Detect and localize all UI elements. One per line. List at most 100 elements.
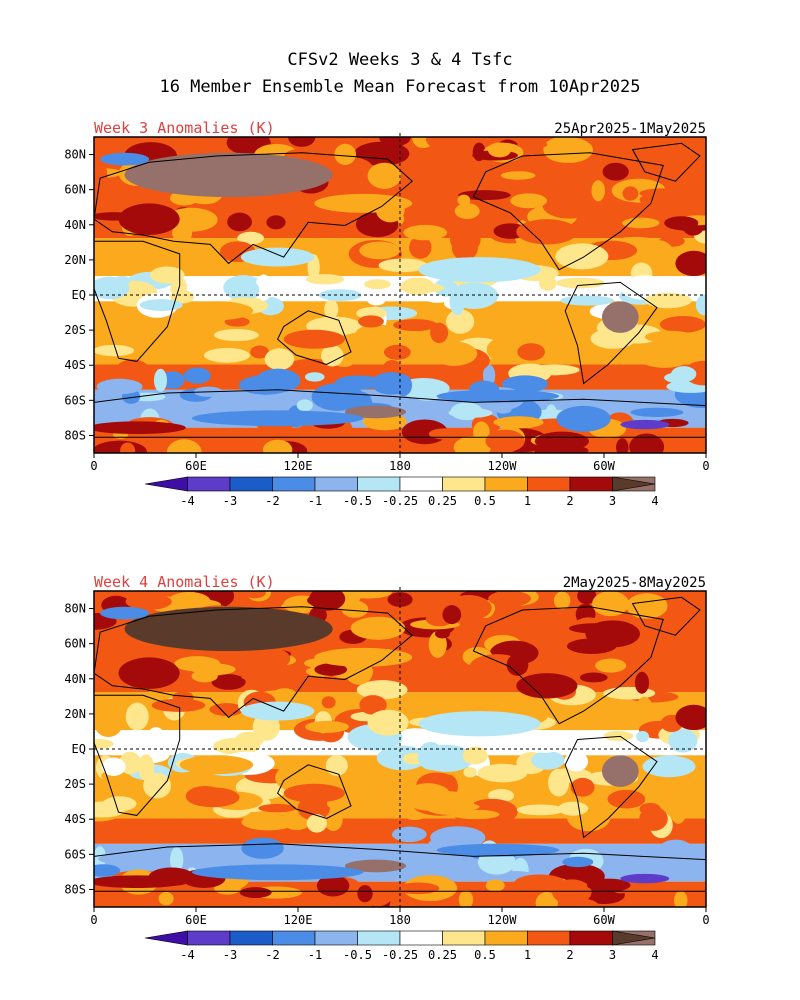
anomaly-cell — [158, 891, 174, 906]
anomaly-cell — [125, 702, 149, 731]
anomaly-field — [94, 137, 706, 453]
anomaly-hotspot — [418, 257, 541, 283]
anomaly-cell — [517, 343, 546, 361]
anomaly-cell — [379, 137, 411, 147]
week3-latitude-axis: 80N 60N 40N 20N EQ 20S 40S 60S 80S — [64, 148, 94, 442]
anomaly-cell — [243, 281, 260, 299]
lon-tick-label: 0 — [90, 913, 97, 927]
anomaly-cell — [680, 340, 706, 354]
anomaly-cell — [297, 796, 330, 821]
anomaly-cell — [425, 137, 478, 153]
colorbar-swatch — [357, 930, 401, 946]
lon-tick-label: 60W — [593, 913, 615, 927]
anomaly-cell — [255, 274, 273, 301]
colorbar-label: 2 — [566, 494, 573, 508]
anomaly-cell — [673, 890, 688, 907]
anomaly-cell — [446, 309, 475, 334]
colorbar-swatch — [442, 476, 486, 492]
anomaly-cell — [94, 864, 121, 877]
colorbar-label: 4 — [651, 948, 658, 962]
anomaly-cell — [642, 755, 696, 778]
anomaly-hotspot — [436, 843, 560, 857]
anomaly-cell — [564, 751, 589, 772]
week3-anomaly-map — [93, 133, 707, 454]
anomaly-cell — [227, 212, 252, 232]
anomaly-cell — [528, 364, 580, 376]
anomaly-cell — [323, 808, 343, 831]
colorbar-label: 4 — [651, 494, 658, 508]
colorbar-label: -1 — [308, 494, 322, 508]
anomaly-cell — [304, 372, 325, 382]
anomaly-cell — [568, 623, 625, 634]
anomaly-cell — [454, 203, 480, 220]
anomaly-hotspot — [118, 657, 180, 689]
anomaly-cell — [526, 733, 563, 753]
anomaly-hotspot — [179, 301, 254, 321]
figure-title-line-1: CFSv2 Weeks 3 & 4 Tsfc — [287, 50, 512, 70]
week4-panel: Week 4 Anomalies (K) 2May2025-8May2025 8… — [64, 573, 709, 962]
lon-tick-label: 180 — [389, 913, 411, 927]
anomaly-cell — [96, 378, 143, 395]
anomaly-cell — [562, 856, 594, 868]
anomaly-cell — [517, 140, 548, 149]
anomaly-cell — [430, 341, 478, 366]
anomaly-cell — [488, 591, 531, 607]
anomaly-hotspot — [240, 701, 315, 721]
colorbar-swatch — [357, 476, 401, 492]
anomaly-cell — [355, 324, 401, 342]
coastline — [564, 281, 658, 385]
anomaly-cell — [543, 137, 586, 163]
anomaly-hotspot — [240, 247, 315, 267]
anomaly-cell — [250, 345, 269, 359]
anomaly-cell — [403, 224, 448, 241]
anomaly-cell — [94, 179, 124, 192]
lon-tick-label: 120W — [488, 459, 518, 473]
anomaly-cell — [538, 897, 556, 907]
anomaly-cell — [657, 444, 700, 453]
anomaly-cell — [371, 372, 412, 395]
anomaly-cell — [521, 611, 544, 622]
week3-colorbar: -4 -3 -2 -1 -0.5 -0.25 0.25 0.5 1 2 3 4 — [144, 476, 659, 508]
anomaly-cell — [644, 330, 695, 343]
anomaly-cell — [531, 751, 565, 770]
anomaly-cell — [634, 671, 650, 694]
anomaly-cell — [396, 882, 440, 895]
anomaly-cell — [409, 235, 432, 259]
anomaly-cell — [553, 591, 571, 610]
lat-tick-label: EQ — [72, 742, 86, 756]
anomaly-hotspot — [118, 203, 180, 235]
anomaly-cell — [367, 709, 409, 736]
anomaly-cell — [264, 348, 295, 371]
anomaly-cell — [644, 292, 692, 309]
anomaly-cell — [98, 854, 134, 864]
anomaly-cell — [458, 890, 474, 907]
colorbar-label: -2 — [265, 494, 279, 508]
anomaly-cell — [564, 342, 580, 358]
anomaly-cell — [586, 878, 631, 892]
anomaly-hotspot — [620, 419, 670, 430]
lon-tick-label: 180 — [389, 459, 411, 473]
anomaly-cell — [153, 368, 168, 392]
anomaly-cell — [139, 299, 183, 311]
lat-tick-label: EQ — [72, 288, 86, 302]
anomaly-hotspot — [283, 783, 345, 803]
anomaly-cell — [671, 366, 697, 383]
anomaly-cell — [359, 241, 400, 260]
anomaly-cell — [592, 591, 630, 617]
anomaly-hotspot — [94, 875, 186, 889]
anomaly-cell — [462, 746, 488, 765]
anomaly-cell — [120, 442, 136, 453]
anomaly-cell — [449, 282, 499, 310]
colorbar-label: -4 — [180, 948, 194, 962]
anomaly-cell — [94, 739, 114, 749]
lat-tick-label: 40N — [64, 218, 86, 232]
anomaly-hotspot — [100, 606, 150, 620]
anomaly-cell — [331, 695, 367, 710]
colorbar-label: -0.25 — [382, 494, 418, 508]
anomaly-cell — [239, 887, 272, 898]
anomaly-cell — [378, 258, 428, 273]
coastline — [94, 240, 181, 362]
anomaly-hotspot — [516, 219, 578, 245]
colorbar-swatch — [229, 476, 273, 492]
lon-tick-label: 120E — [284, 913, 313, 927]
